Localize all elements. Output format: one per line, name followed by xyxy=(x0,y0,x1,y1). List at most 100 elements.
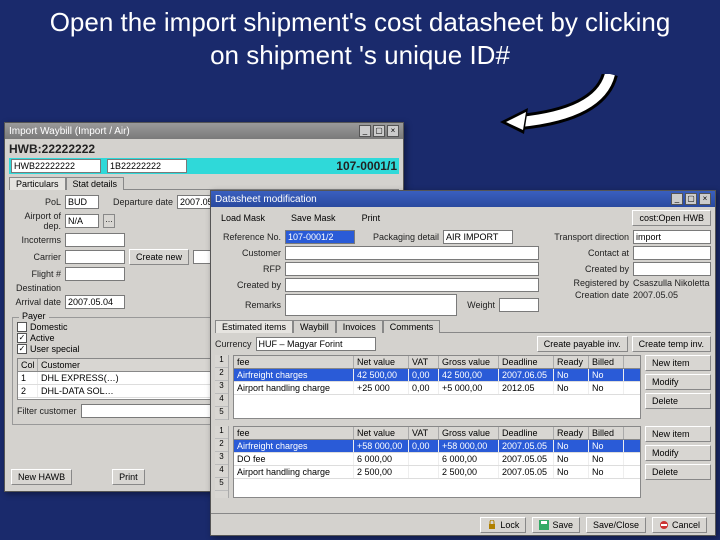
ref-label: Reference No. xyxy=(215,232,281,242)
pkg-label: Packaging detail xyxy=(373,232,439,242)
cb-active[interactable]: ✓Active xyxy=(17,333,80,343)
airport-input[interactable]: N/A xyxy=(65,214,99,228)
hwb-label: HWB:22222222 xyxy=(9,142,399,156)
ds-min-button[interactable]: _ xyxy=(671,193,683,205)
maximize-button[interactable]: ▢ xyxy=(373,125,385,137)
delete1-button[interactable]: Delete xyxy=(645,393,711,409)
modify2-button[interactable]: Modify xyxy=(645,445,711,461)
th-gross-value: Gross value xyxy=(439,427,499,439)
customer-input[interactable] xyxy=(285,246,539,260)
table-row[interactable]: Airfreight charges+58 000,000,00+58 000,… xyxy=(234,440,640,453)
cancel-icon xyxy=(659,520,669,530)
airport-picker-button[interactable]: … xyxy=(103,214,115,228)
filter-label: Filter customer xyxy=(17,406,77,416)
right-code: 107-0001/1 xyxy=(336,159,397,173)
save-icon xyxy=(539,520,549,530)
payer-caption: Payer xyxy=(19,311,49,321)
datasheet-titlebar: Datasheet modification _ ▢ × xyxy=(211,191,715,207)
ref1-input[interactable]: HWB22222222 xyxy=(11,159,101,173)
th-deadline: Deadline xyxy=(499,356,554,368)
create-temp-button[interactable]: Create temp inv. xyxy=(632,336,711,352)
ref-input[interactable]: 107-0001/2 xyxy=(285,230,355,244)
th-billed: Billed xyxy=(589,356,624,368)
lock-icon xyxy=(487,520,497,530)
carrier-input[interactable] xyxy=(65,250,125,264)
incoterms-label: Incoterms xyxy=(9,235,61,245)
rfp-input[interactable] xyxy=(285,262,539,276)
createdby-input[interactable] xyxy=(285,278,539,292)
th-ready: Ready xyxy=(554,427,589,439)
delete2-button[interactable]: Delete xyxy=(645,464,711,480)
flight-input[interactable] xyxy=(65,267,125,281)
pol-label: PoL xyxy=(9,197,61,207)
new-hawb-button[interactable]: New HAWB xyxy=(11,469,72,485)
items-table-1: feeNet valueVATGross valueDeadlineReadyB… xyxy=(233,355,641,419)
tab-statdetails[interactable]: Stat details xyxy=(66,177,125,190)
tab-particulars[interactable]: Particulars xyxy=(9,177,66,190)
lock-button[interactable]: Lock xyxy=(480,517,526,533)
ds-print-button[interactable]: Print xyxy=(356,210,387,226)
arrdate-input[interactable]: 2007.05.04 xyxy=(65,295,125,309)
savemask-button[interactable]: Save Mask xyxy=(285,210,342,226)
minimize-button[interactable]: _ xyxy=(359,125,371,137)
weight-input[interactable] xyxy=(499,298,539,312)
ref2-input[interactable]: 1B22222222 xyxy=(107,159,187,173)
incoterms-input[interactable] xyxy=(65,233,125,247)
openhwb-button[interactable]: cost:Open HWB xyxy=(632,210,711,226)
saveclose-button[interactable]: Save/Close xyxy=(586,517,646,533)
depdate-label: Departure date xyxy=(113,197,173,207)
row-gutter: 12345 xyxy=(215,426,229,498)
airport-label: Airport of dep. xyxy=(9,211,61,231)
rfp-label: RFP xyxy=(215,264,281,274)
slide-title: Open the import shipment's cost datashee… xyxy=(0,0,720,75)
newitem1-button[interactable]: New item xyxy=(645,355,711,371)
ds-close-button[interactable]: × xyxy=(699,193,711,205)
cb-domestic[interactable]: Domestic xyxy=(17,322,80,332)
tab-estimated[interactable]: Estimated items xyxy=(215,320,293,333)
pol-input[interactable]: BUD xyxy=(65,195,99,209)
arrow-annotation xyxy=(500,74,620,134)
arrdate-label: Arrival date xyxy=(9,297,61,307)
transport-input[interactable]: import xyxy=(633,230,711,244)
createdby-label: Created by xyxy=(215,280,281,290)
carrier-label: Carrier xyxy=(9,252,61,262)
contact-label: Contact at xyxy=(543,248,629,258)
tab-waybill[interactable]: Waybill xyxy=(293,320,336,333)
save-button[interactable]: Save xyxy=(532,517,580,533)
create-payable-button[interactable]: Create payable inv. xyxy=(537,336,628,352)
creation-value: 2007.05.05 xyxy=(633,290,678,300)
createdby2-input[interactable] xyxy=(633,262,711,276)
newitem2-button[interactable]: New item xyxy=(645,426,711,442)
transport-label: Transport direction xyxy=(543,232,629,242)
table-row[interactable]: Airfreight charges42 500,000,0042 500,00… xyxy=(234,369,640,382)
regby-value: Csaszulla Nikoletta xyxy=(633,278,710,288)
print-button[interactable]: Print xyxy=(112,469,145,485)
cancel-button[interactable]: Cancel xyxy=(652,517,707,533)
table-row[interactable]: Airport handling charge2 500,002 500,002… xyxy=(234,466,640,479)
createnew-button[interactable]: Create new xyxy=(129,249,189,265)
table-row[interactable]: DO fee6 000,006 000,002007.05.05NoNo xyxy=(234,453,640,466)
th-vat: VAT xyxy=(409,356,439,368)
loadmask-button[interactable]: Load Mask xyxy=(215,210,271,226)
th-deadline: Deadline xyxy=(499,427,554,439)
waybill-id-bar[interactable]: HWB22222222 1B22222222 107-0001/1 xyxy=(9,158,399,174)
table-row[interactable]: Airport handling charge+25 0000,00+5 000… xyxy=(234,382,640,395)
close-button[interactable]: × xyxy=(387,125,399,137)
flight-label: Flight # xyxy=(9,269,61,279)
currency-select[interactable]: HUF – Magyar Forint xyxy=(256,337,376,351)
pkg-input[interactable]: AIR IMPORT xyxy=(443,230,513,244)
th-ready: Ready xyxy=(554,356,589,368)
remarks-input[interactable] xyxy=(285,294,457,316)
th-gross-value: Gross value xyxy=(439,356,499,368)
ds-max-button[interactable]: ▢ xyxy=(685,193,697,205)
contact-input[interactable] xyxy=(633,246,711,260)
waybill-title: Import Waybill (Import / Air) xyxy=(9,126,130,137)
datasheet-window: Datasheet modification _ ▢ × Load Mask S… xyxy=(210,190,716,536)
th-net-value: Net value xyxy=(354,356,409,368)
tab-invoices[interactable]: Invoices xyxy=(336,320,383,333)
tab-comments[interactable]: Comments xyxy=(383,320,441,333)
cb-userspecial[interactable]: ✓User special xyxy=(17,344,80,354)
customer-label: Customer xyxy=(215,248,281,258)
th-billed: Billed xyxy=(589,427,624,439)
modify1-button[interactable]: Modify xyxy=(645,374,711,390)
